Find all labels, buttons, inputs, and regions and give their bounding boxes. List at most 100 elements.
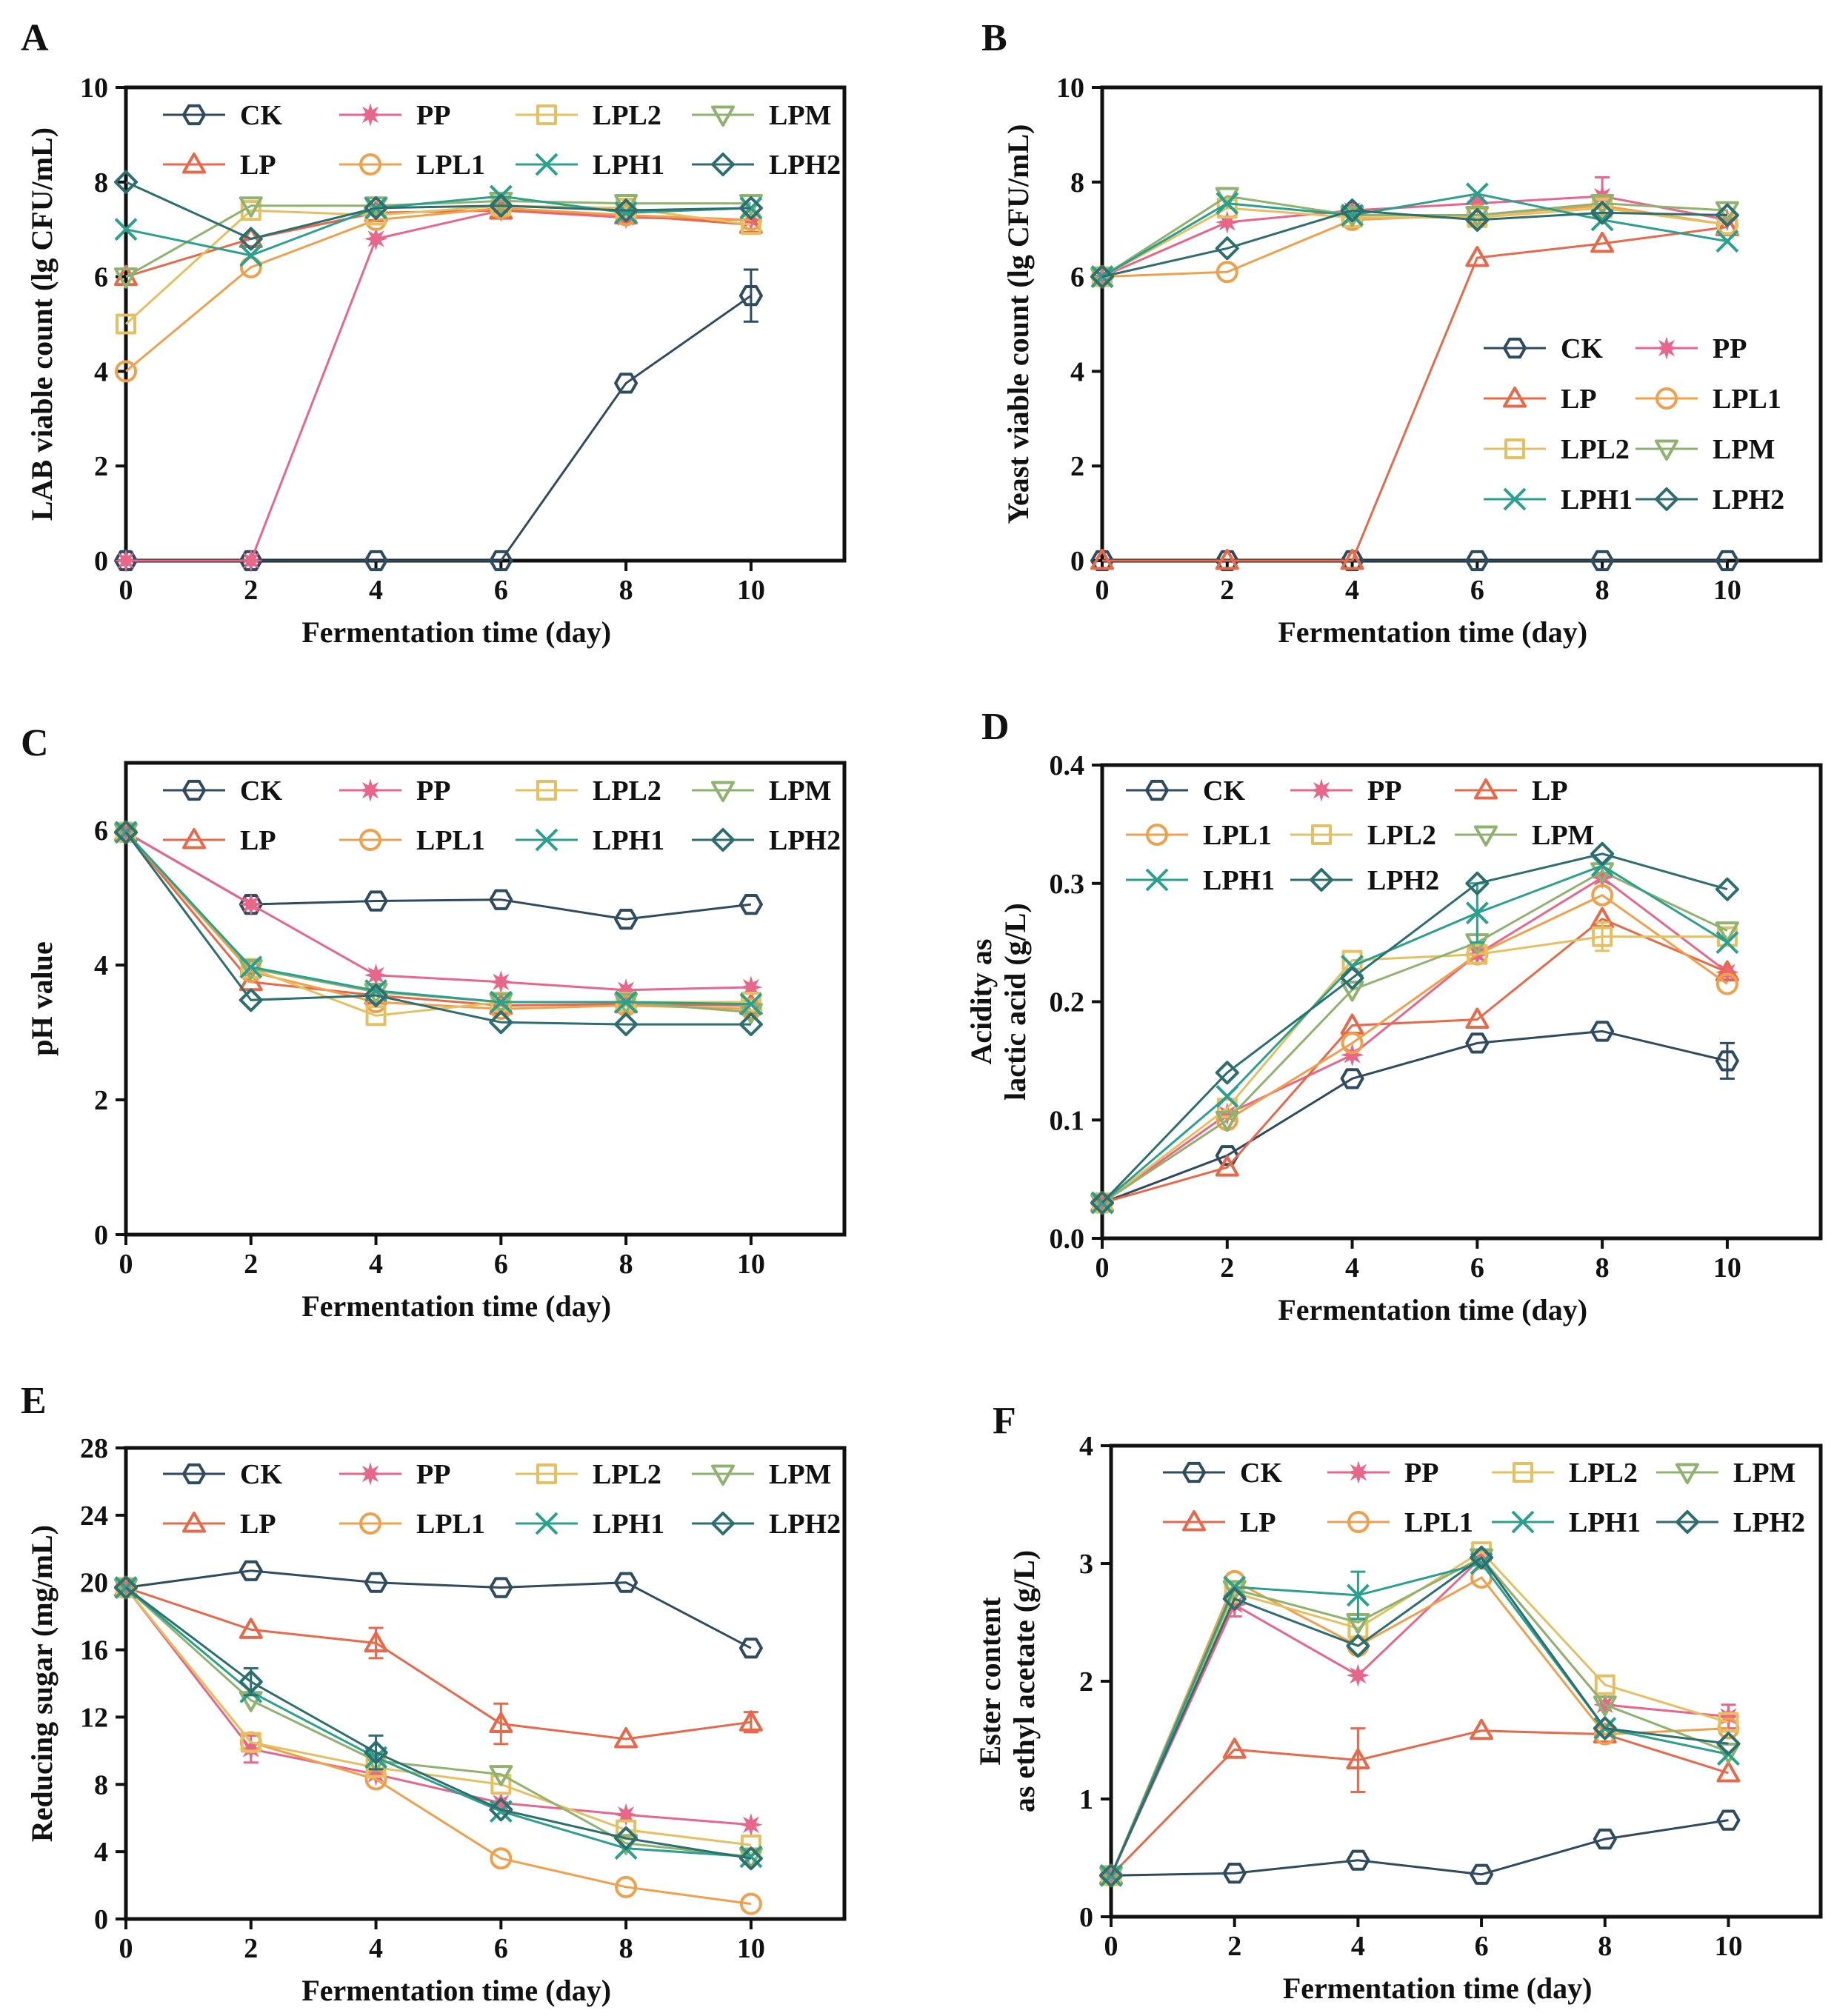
- legend-marker-LPM: [711, 781, 735, 802]
- data-point-CK: [1593, 1828, 1617, 1850]
- legend-marker-LPH2: [711, 153, 735, 176]
- x-tick-label: 0: [1104, 1931, 1118, 1962]
- y-tick-label: 0.4: [1050, 750, 1085, 781]
- data-point-CK: [489, 550, 513, 572]
- data-point-LPL1: [1216, 261, 1238, 284]
- data-point-LPH1: [1715, 230, 1739, 253]
- legend-marker-CK: [1145, 779, 1169, 801]
- panel-D: D 0.0 0.1 0.2 0.3 0.4 0 2 4 6 8 10 Fermentation time…: [964, 706, 1823, 1326]
- data-point-LPH2: [114, 820, 138, 844]
- series-line-LPM: [125, 199, 751, 278]
- plot-frame: [124, 1446, 847, 1921]
- series-CK: [114, 1560, 763, 1659]
- legend-marker-LPH1: [1145, 868, 1169, 892]
- y-tick-label: 24: [80, 1501, 108, 1532]
- series-line-CK: [125, 1569, 752, 1649]
- data-point-LPH2: [114, 1575, 138, 1600]
- legend-label-PP: PP: [1404, 1458, 1438, 1489]
- y-tick-label: 28: [80, 1433, 108, 1464]
- data-point-LP: [614, 1726, 638, 1749]
- series-line-LPL1: [124, 831, 751, 1010]
- data-point-LP: [1465, 1007, 1490, 1029]
- series-LPH2: [1090, 841, 1739, 1215]
- legend-marker-LPL1: [1347, 1511, 1370, 1533]
- legend-marker-LPL2: [536, 104, 557, 125]
- data-point-CK: [489, 1577, 513, 1598]
- data-point-LPM: [114, 823, 138, 844]
- legend-marker-LPL2: [536, 780, 557, 801]
- series-line-CK: [1101, 1029, 1728, 1204]
- series-LPH2: [114, 820, 763, 1037]
- data-point-LPM: [239, 959, 263, 981]
- legend-label-LPH1: LPH1: [593, 825, 664, 856]
- legend-label-LPL2: LPL2: [1367, 820, 1436, 851]
- data-point-PP: [364, 227, 388, 251]
- data-point-LPM: [1340, 981, 1364, 1002]
- panel-F: F 0 1 2 3 4 0 2 4 6 8 10 Fermentation time (day) Este…: [973, 1400, 1823, 2005]
- data-point-LPH1: [739, 992, 763, 1016]
- legend-label-PP: PP: [1713, 333, 1747, 364]
- y-tick-label: 0: [94, 546, 108, 577]
- series-line-LPH2: [1101, 852, 1728, 1204]
- legend-marker-PP: [359, 778, 382, 802]
- data-point-LPL2: [240, 1732, 261, 1753]
- series-line-LP: [1102, 226, 1728, 562]
- legend-marker-CK: [1182, 1461, 1206, 1483]
- legend-label-LP: LP: [240, 1509, 276, 1540]
- legend-marker-LPL2: [1513, 1462, 1533, 1483]
- data-point-CK: [614, 373, 638, 394]
- data-point-LPL2: [740, 992, 761, 1013]
- y-axis-title: pH value: [25, 941, 59, 1055]
- data-point-CK: [1716, 1809, 1741, 1831]
- panel-letter-B: B: [981, 17, 1007, 59]
- x-tick-label: 8: [1595, 1252, 1610, 1284]
- x-tick-label: 8: [619, 1249, 633, 1280]
- data-point-PP: [114, 549, 138, 573]
- data-point-LPL1: [615, 1875, 638, 1898]
- y-axis-title: LAB viable count (lg CFU/mL): [25, 127, 59, 521]
- legend-label-LPL1: LPL1: [416, 1509, 485, 1540]
- series-line-LPH1: [1110, 1562, 1729, 1876]
- data-point-CK: [614, 1572, 638, 1593]
- data-point-LPH2: [1222, 1586, 1247, 1611]
- y-axis-title: lactic acid (g/L): [998, 903, 1032, 1101]
- data-point-LPL2: [1594, 1674, 1615, 1695]
- data-point-LPM: [1590, 194, 1615, 216]
- y-tick-label: 4: [94, 950, 108, 981]
- series-line-LPL2: [1101, 935, 1727, 1204]
- y-tick-label: 0: [94, 1220, 108, 1251]
- x-tick-label: 4: [369, 575, 383, 606]
- data-point-PP: [1346, 1663, 1370, 1687]
- legend-marker-LPL1: [359, 1512, 381, 1535]
- data-point-LPH2: [364, 983, 388, 1007]
- x-tick-label: 0: [119, 575, 133, 606]
- data-point-CK: [239, 1560, 263, 1581]
- data-point-LP: [1090, 549, 1114, 570]
- x-tick-label: 2: [1227, 1931, 1241, 1962]
- y-tick-label: 3: [1079, 1549, 1093, 1580]
- series-CK: [1099, 1809, 1741, 1886]
- error-bar: [743, 268, 758, 323]
- legend-label-LPM: LPM: [769, 775, 831, 807]
- y-axis-title: Yeast viable count (lg CFU/mL): [1001, 124, 1035, 524]
- y-tick-label: 0.0: [1050, 1224, 1085, 1255]
- data-point-LPM: [1215, 1110, 1239, 1132]
- legend-label-LPL2: LPL2: [593, 100, 661, 131]
- data-point-LPH1: [1465, 901, 1489, 925]
- data-point-LPL2: [1592, 197, 1613, 218]
- data-point-LPM: [1090, 1193, 1114, 1215]
- legend-marker-LP: [182, 153, 206, 174]
- panel-letter-C: C: [21, 722, 49, 764]
- legend-label-LPL2: LPL2: [593, 775, 661, 807]
- legend-marker-PP: [359, 103, 382, 127]
- series-line-LPH1: [125, 1586, 752, 1858]
- data-point-LPL1: [115, 360, 137, 383]
- data-point-LPH2: [489, 1798, 513, 1822]
- data-point-LPL1: [1341, 1032, 1364, 1055]
- legend-label-PP: PP: [416, 100, 450, 131]
- y-tick-label: 0.3: [1050, 869, 1085, 900]
- y-tick-label: 10: [1056, 73, 1084, 104]
- series-line-PP: [1101, 195, 1728, 278]
